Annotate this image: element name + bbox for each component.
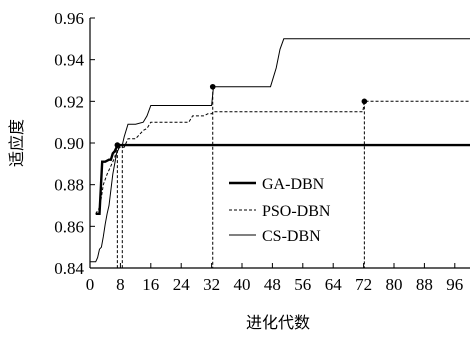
legend-label-cs-dbn: CS-DBN [262,228,321,245]
marker-pso-dbn [361,98,368,105]
legend-label-pso-dbn: PSO-DBN [262,203,331,220]
series-line-pso-dbn [95,100,470,215]
y-tick-label: 0.84 [54,259,84,278]
y-axis-label: 适应度 [7,119,26,167]
series-lines [90,38,470,263]
x-axis-label: 进化代数 [246,313,310,332]
y-tick-label: 0.96 [54,9,84,28]
x-tick-label: 16 [142,275,159,294]
x-tick-label: 96 [446,275,463,294]
x-tick-label: 8 [116,275,125,294]
marker-ga-dbn [114,142,121,148]
x-tick-label: 24 [173,275,191,294]
x-tick-label: 48 [264,275,281,294]
legend-label-ga-dbn: GA-DBN [262,176,325,193]
y-tick-label: 0.88 [54,176,84,195]
y-tick-label: 0.86 [54,217,84,236]
series-line-ga-dbn [95,143,470,216]
x-tick-label: 64 [325,275,343,294]
x-tick-label: 0 [86,275,95,294]
series-line-cs-dbn [90,38,470,263]
x-tick-label: 40 [234,275,251,294]
axes [89,17,470,269]
marker-cs-dbn [209,83,216,90]
x-tick-label: 88 [416,275,433,294]
x-tick-label: 72 [355,275,372,294]
legend: GA-DBN PSO-DBN CS-DBN [229,176,331,245]
x-tick-label: 80 [386,275,403,294]
y-tick-label: 0.92 [54,92,84,111]
series-markers [114,83,368,148]
y-tick-label: 0.94 [54,51,84,70]
tick-labels: 0.84 0.86 0.88 0.90 0.92 0.94 0.96 0 8 16 24 32 40 48… [54,9,463,294]
x-tick-label: 32 [203,275,220,294]
drop-lines [116,86,365,268]
x-tick-label: 56 [294,275,311,294]
y-tick-label: 0.90 [54,134,84,153]
